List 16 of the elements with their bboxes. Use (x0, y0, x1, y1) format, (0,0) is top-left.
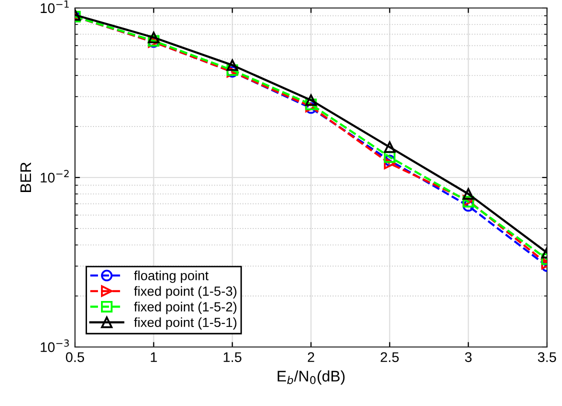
x-tick-label: 1 (150, 352, 157, 362)
x-tick-label: 2 (308, 352, 314, 362)
x-tick-label: 1.5 (224, 352, 242, 362)
legend-label: fixed point (1-5-1) (134, 317, 236, 330)
x-tick-label: 3 (465, 352, 472, 362)
y-axis-title: BER (20, 162, 31, 192)
x-tick-label: 3.5 (538, 352, 556, 362)
x-axis-title: E$_{b}$/N$_{0}$(dB) (278, 370, 345, 385)
y-tick-label: 10$^{−2}$ (40, 170, 69, 183)
legend-label: floating point (134, 270, 209, 283)
legend-label: fixed point (1-5-2) (134, 302, 236, 314)
legend-label: fixed point (1-5-3) (134, 286, 236, 298)
x-tick-label: 2.5 (380, 352, 399, 362)
x-tick-label: 0.5 (66, 352, 84, 362)
y-tick-label: 10$^{−1}$ (40, 0, 69, 14)
y-tick-label: 10$^{−3}$ (40, 339, 69, 352)
